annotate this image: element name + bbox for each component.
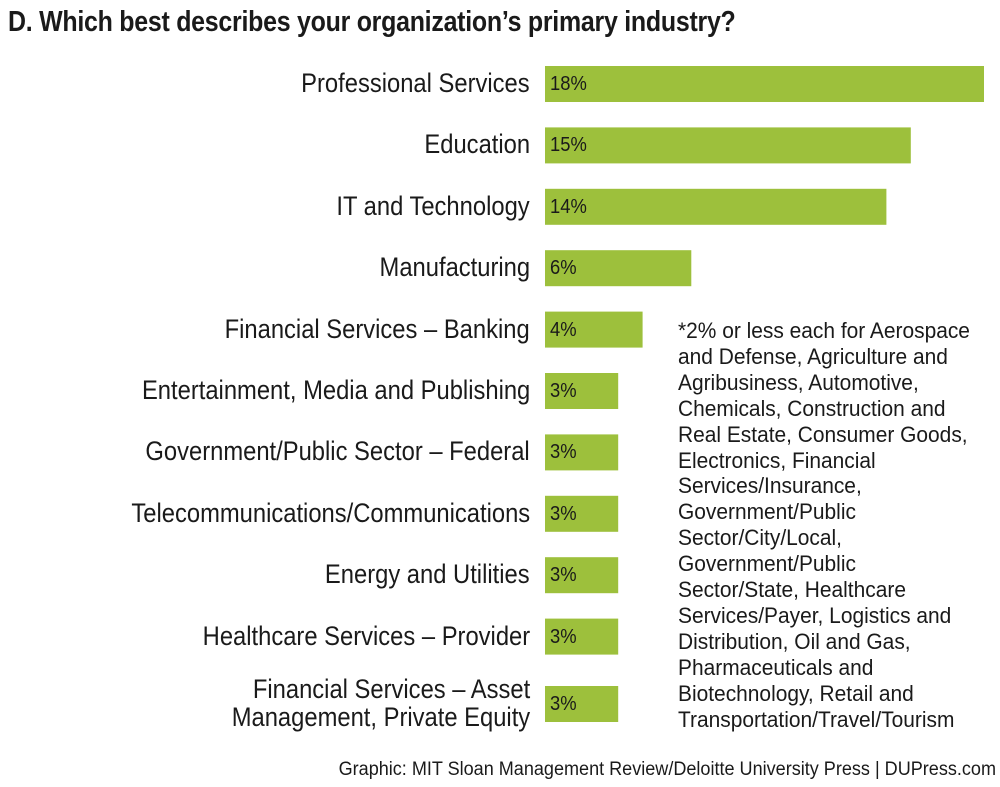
category-label: Education: [424, 129, 530, 160]
footnote: *2% or less each for Aerospace and Defen…: [678, 318, 970, 732]
category-label: Manufacturing: [379, 252, 530, 283]
category-label: Financial Services – Banking: [224, 313, 530, 344]
bar-1: [545, 127, 911, 164]
bar-5: [545, 373, 619, 409]
category-label: Financial Services – Asset Management, P…: [231, 674, 530, 732]
bar-value-label: 3%: [550, 625, 577, 648]
source-credit: Graphic: MIT Sloan Management Review/Del…: [338, 759, 996, 780]
bar-value-label: 15%: [550, 134, 587, 157]
bar-value-label: 14%: [550, 195, 587, 218]
chart-title: D. Which best describes your organizatio…: [8, 6, 736, 38]
bar-4: [545, 311, 643, 348]
category-label: Healthcare Services – Provider: [202, 620, 530, 651]
bar-value-label: 3%: [550, 564, 577, 587]
bar-value-label: 3%: [550, 502, 577, 525]
bar-9: [545, 618, 619, 655]
category-label: IT and Technology: [336, 190, 530, 221]
bar-6: [545, 434, 619, 471]
bar-value-label: 3%: [550, 693, 577, 715]
bar-value-label: 18%: [550, 73, 587, 95]
category-label: Entertainment, Media and Publishing: [141, 375, 530, 405]
bar-value-label: 3%: [550, 441, 577, 464]
bar-0: [545, 66, 984, 102]
bar-3: [545, 250, 692, 287]
bar-7: [545, 495, 619, 532]
category-label: Telecommunications/Communications: [131, 497, 530, 528]
bar-2: [545, 188, 887, 225]
bar-value-label: 4%: [550, 318, 577, 341]
category-label: Professional Services: [301, 68, 530, 98]
bar-value-label: 6%: [550, 257, 577, 280]
category-label: Energy and Utilities: [325, 559, 530, 590]
bar-8: [545, 557, 619, 594]
category-label: Government/Public Sector – Federal: [145, 436, 530, 467]
bar-value-label: 3%: [550, 380, 577, 402]
bar-10: [545, 686, 619, 722]
